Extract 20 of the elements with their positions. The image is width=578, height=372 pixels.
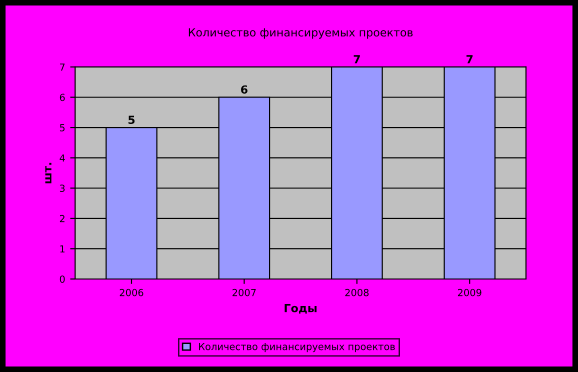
y-tick-label: 2 [60, 214, 64, 222]
data-label: 7 [466, 55, 473, 64]
y-tick-label: 7 [60, 64, 65, 71]
x-axis-title: Годы [284, 304, 317, 314]
y-tick-label: 3 [60, 184, 65, 192]
x-tick-label: 2006 [120, 288, 144, 296]
data-label: 5 [128, 116, 135, 124]
x-tick-label: 2007 [232, 288, 256, 296]
y-tick-label: 4 [60, 154, 65, 162]
y-tick-label: 0 [60, 275, 65, 283]
data-label: 6 [241, 85, 248, 94]
y-tick-label: 5 [60, 124, 65, 132]
y-axis-title: шт. [45, 162, 52, 184]
x-tick-label: 2008 [345, 288, 369, 296]
legend-label: Количество финансируемых проектов [199, 342, 395, 352]
chart-title: Количество финансируемых проектов [188, 28, 413, 39]
x-tick-label: 2009 [458, 288, 482, 296]
data-label: 7 [354, 55, 360, 64]
y-tick-label: 1 [60, 245, 65, 252]
y-tick-label: 6 [60, 94, 65, 102]
